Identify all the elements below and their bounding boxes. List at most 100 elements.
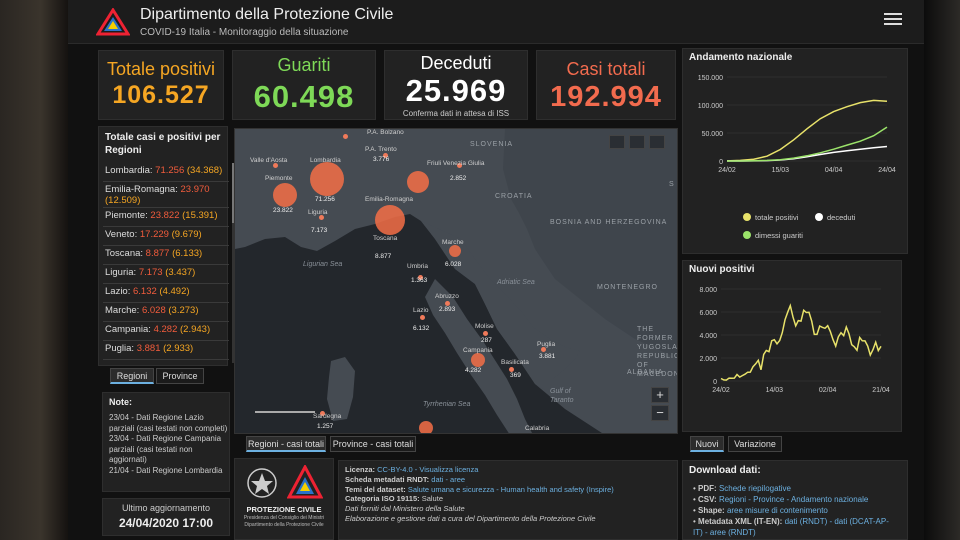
shape-link[interactable]: aree misure di contenimento: [726, 506, 828, 515]
map-dot-sardegna[interactable]: [320, 411, 325, 416]
map-dot-trento[interactable]: [383, 153, 388, 158]
series-line-Nuovi-positivi: [720, 303, 882, 381]
map-bubble-lazio[interactable]: [419, 421, 433, 433]
series-line-totale-positivi: [726, 99, 888, 162]
map-italy[interactable]: SLOVENIA CROATIA BOSNIA AND HERZEGOVINA …: [234, 128, 678, 434]
list-item[interactable]: Lombardia: 71.256 (34.368): [103, 163, 229, 182]
list-item[interactable]: Veneto: 17.229 (9.679): [103, 227, 229, 246]
tab-province[interactable]: Province: [156, 368, 204, 384]
land-peninsula: [421, 221, 580, 391]
map-dot-abruzzo[interactable]: [445, 301, 450, 306]
map-value: 1.257: [317, 423, 334, 430]
footer-logo-line: PROTEZIONE CIVILE: [246, 505, 322, 514]
emblem-italy-icon: [247, 468, 277, 498]
map-label-region: Molise: [475, 323, 494, 330]
map-dot-liguria[interactable]: [319, 215, 324, 220]
map-label-sea: Ligurian Sea: [303, 261, 343, 268]
temi-link[interactable]: Salute umana e sicurezza - Human health …: [407, 484, 614, 494]
map-value: 6.028: [445, 261, 462, 268]
y-tick-label: 0: [719, 159, 723, 166]
y-tick-label: 100.000: [698, 103, 723, 110]
stat-label: Casi totali: [566, 59, 646, 79]
series-line-dimessi-guariti: [727, 126, 888, 162]
map-label-region: Friuli Venezia Giulia: [427, 160, 485, 167]
stat-label: Totale positivi: [106, 59, 216, 79]
map-label-region: Liguria: [308, 209, 328, 216]
list-item[interactable]: Toscana: 8.877 (6.133): [103, 246, 229, 265]
license-link[interactable]: CC-BY-4.0 - Visualizza licenza: [377, 465, 479, 474]
list-item[interactable]: Piemonte: 23.822 (15.391): [103, 208, 229, 227]
map-bubble-emilia[interactable]: [375, 205, 405, 235]
list-item[interactable]: Lazio: 6.132 (4.492): [103, 284, 229, 303]
license-panel: Licenza: CC-BY-4.0 - Visualizza licenza …: [338, 460, 678, 540]
map-label-region: Lazio: [413, 307, 429, 314]
chart-andamento-panel: Andamento nazionale 150.000 100.000 50.000…: [682, 48, 908, 254]
y-tick-label: 150.000: [698, 75, 723, 82]
map-dot-basilicata[interactable]: [509, 367, 514, 372]
list-view-icon[interactable]: [609, 135, 625, 149]
chart-andamento: 150.000 100.000 50.000 024/02 15/03 04/04 24/0…: [698, 75, 896, 174]
tab-province-casi-totali[interactable]: Province - casi totali: [330, 436, 416, 452]
csv-links[interactable]: Regioni - Province - Andamento nazionale: [718, 495, 869, 504]
map-dot-lazio[interactable]: [420, 315, 425, 320]
chart-title: Andamento nazionale: [689, 52, 793, 63]
map-bubble-lombardia[interactable]: [310, 162, 344, 196]
tab-regioni[interactable]: Regioni: [110, 368, 154, 384]
regions-list[interactable]: Lombardia: 71.256 (34.368) Emilia-Romagn…: [103, 163, 229, 360]
map-dot-puglia[interactable]: [541, 347, 546, 352]
map-bubble-piemonte[interactable]: [273, 183, 297, 207]
map-dot-friuli[interactable]: [457, 163, 462, 168]
pdf-link[interactable]: Schede riepilogative: [718, 484, 791, 493]
land-balkans: [503, 129, 677, 359]
map-bubble-campania[interactable]: [471, 353, 485, 367]
map-value: 4.282: [465, 367, 482, 374]
map-dot-molise[interactable]: [483, 331, 488, 336]
tab-variazione[interactable]: Variazione: [728, 436, 782, 452]
map-value: 7.173: [311, 227, 328, 234]
layers-icon[interactable]: [629, 135, 645, 149]
xml-links[interactable]: dati (RNDT) - dati (DCAT-AP-IT) - aree (…: [693, 517, 889, 537]
map-label-sea: Adriatic Sea: [497, 279, 535, 286]
map-value: 71.256: [315, 196, 335, 203]
regions-panel: Totale casi e positivi per Regioni Lomba…: [98, 126, 236, 366]
downloads-body: • PDF: Schede riepilogative • CSV: Regio…: [693, 484, 889, 537]
map-dot-valle[interactable]: [273, 163, 278, 168]
list-item[interactable]: Marche: 6.028 (3.273): [103, 303, 229, 322]
tab-regioni-casi-totali[interactable]: Regioni - casi totali: [246, 436, 326, 452]
map-bubble-veneto[interactable]: [407, 171, 429, 193]
zoom-out-button[interactable]: −: [651, 405, 669, 421]
map-dot-bolzano[interactable]: [343, 134, 348, 139]
x-tick-label: 24/02: [718, 167, 736, 174]
map-dot-umbria[interactable]: [418, 275, 423, 280]
y-tick-label: 0: [713, 379, 717, 386]
chart-nuovi-positivi: 8.000 6.000 4.000 2.000 024/02 14/03 02/04 21/0…: [699, 287, 890, 394]
notes-body: 23/04 - Dati Regione Lazio parziali (cas…: [109, 413, 229, 476]
note-line: 23/04 - Dati Regione Campania parziali (…: [109, 434, 222, 464]
list-item[interactable]: Puglia: 3.881 (2.933): [103, 341, 229, 360]
header-bar: Dipartimento della Protezione Civile COV…: [68, 0, 924, 44]
list-item[interactable]: Emilia-Romagna: 23.970 (12.509): [103, 182, 229, 208]
x-tick-label: 21/04: [872, 387, 890, 394]
map-bubble-marche[interactable]: [449, 245, 461, 257]
map-label-sea: Tyrrhenian Sea: [423, 401, 471, 408]
map-label-region: Lombardia: [310, 157, 341, 164]
list-item[interactable]: Liguria: 7.173 (3.437): [103, 265, 229, 284]
downloads-title: Download dati:: [689, 465, 761, 476]
map-label-country: CROATIA: [495, 193, 533, 200]
map-label-sea: Gulf of Taranto: [550, 388, 574, 404]
qr-code-icon[interactable]: [649, 135, 665, 149]
stat-casi-totali: Casi totali 192.994: [536, 50, 676, 120]
map-label-region: P.A. Trento: [365, 146, 397, 153]
last-update-value: 24/04/2020 17:00: [118, 516, 214, 530]
zoom-in-button[interactable]: +: [651, 387, 669, 403]
rndt-link[interactable]: dati - aree: [431, 474, 466, 484]
regions-title: Totale casi e positivi per Regioni: [105, 132, 221, 156]
page-subtitle: COVID-19 Italia - Monitoraggio della sit…: [140, 27, 349, 38]
tab-nuovi[interactable]: Nuovi: [690, 436, 724, 452]
map-value: 3.776: [373, 156, 390, 163]
y-tick-label: 50.000: [702, 131, 724, 138]
hamburger-menu-icon[interactable]: [884, 10, 902, 26]
map-value: 1.363: [411, 277, 428, 284]
list-item[interactable]: Campania: 4.282 (2.943): [103, 322, 229, 341]
map-label-country: S: [669, 181, 675, 188]
